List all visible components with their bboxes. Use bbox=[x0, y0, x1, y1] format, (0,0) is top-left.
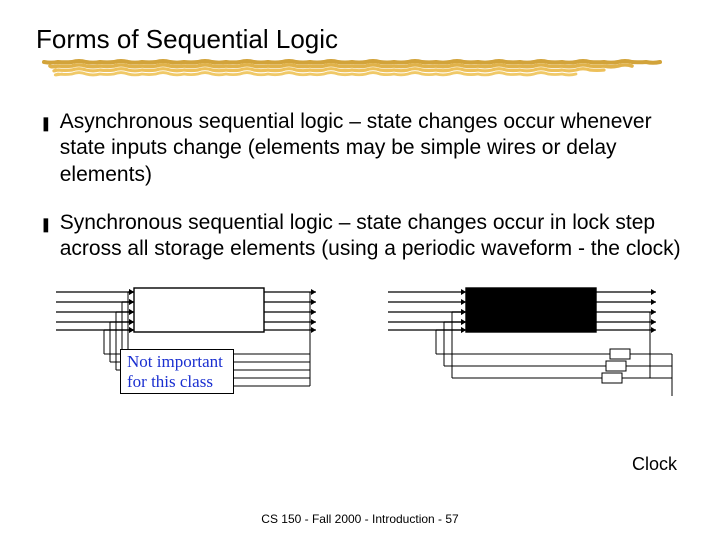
bullet-text: Synchronous sequential logic – state cha… bbox=[60, 210, 684, 263]
title-underline bbox=[36, 59, 676, 81]
note-line: for this class bbox=[127, 372, 227, 392]
bullet-glyph: ❚ bbox=[40, 115, 52, 132]
bullet-item: ❚ Asynchronous sequential logic – state … bbox=[40, 109, 684, 188]
note-line: Not important bbox=[127, 352, 227, 372]
bullet-glyph: ❚ bbox=[40, 216, 52, 233]
bullet-text: Asynchronous sequential logic – state ch… bbox=[60, 109, 684, 188]
sync-diagram bbox=[388, 284, 688, 424]
clock-label: Clock bbox=[632, 454, 677, 475]
slide-footer: CS 150 - Fall 2000 - Introduction - 57 bbox=[0, 512, 720, 526]
bullet-list: ❚ Asynchronous sequential logic – state … bbox=[40, 109, 684, 262]
note-box: Not important for this class bbox=[120, 349, 234, 394]
bullet-item: ❚ Synchronous sequential logic – state c… bbox=[40, 210, 684, 263]
slide-title: Forms of Sequential Logic bbox=[36, 24, 684, 55]
